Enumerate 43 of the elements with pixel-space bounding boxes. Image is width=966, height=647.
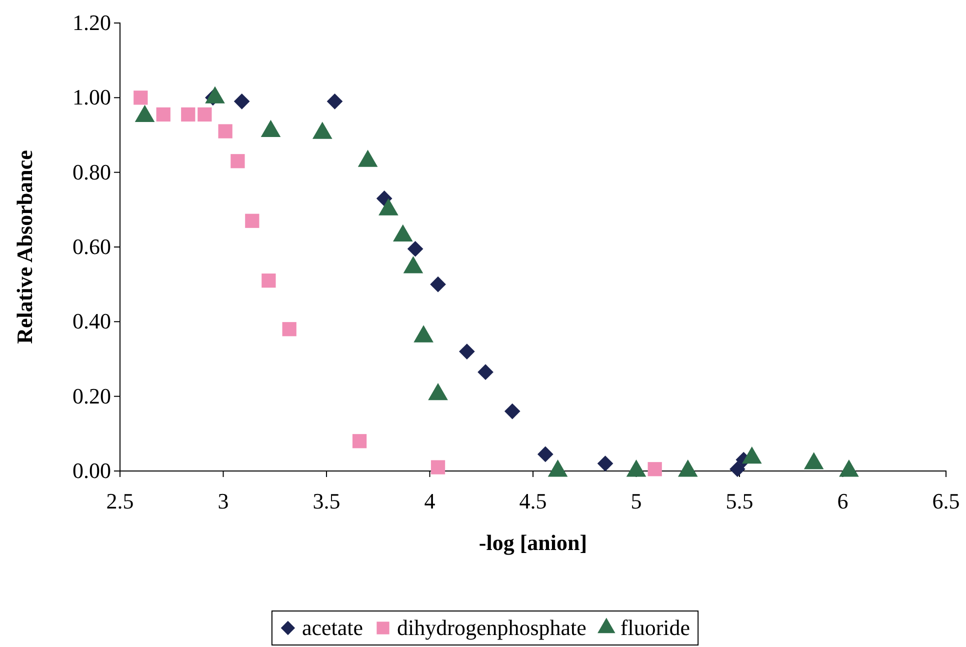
x-tick-label: 5.5 xyxy=(726,488,754,514)
x-axis-title: -log [anion] xyxy=(478,530,588,555)
point xyxy=(537,446,554,462)
point xyxy=(459,344,475,360)
x-tick-label: 4.5 xyxy=(519,488,547,514)
point xyxy=(282,322,296,336)
point xyxy=(430,276,446,292)
point xyxy=(234,93,250,110)
y-tick-label: 0.00 xyxy=(72,458,111,484)
x-tick-label: 2.5 xyxy=(106,488,134,514)
point xyxy=(198,107,212,122)
x-tick-label: 6.5 xyxy=(932,488,960,514)
point xyxy=(262,274,276,288)
y-tick-label: 1.00 xyxy=(72,84,111,110)
y-tick-label: 0.80 xyxy=(72,159,111,184)
point xyxy=(478,364,494,380)
legend-label: fluoride xyxy=(620,615,690,640)
y-tick-label: 0.40 xyxy=(72,308,111,334)
y-tick-label: 0.20 xyxy=(72,383,111,408)
x-tick-label: 3.5 xyxy=(312,488,340,514)
point xyxy=(181,107,196,122)
point xyxy=(245,214,260,228)
legend-label: dihydrogenphosphate xyxy=(397,615,586,640)
point xyxy=(504,403,520,420)
point xyxy=(134,90,148,105)
point xyxy=(430,460,446,474)
x-tick-label: 3 xyxy=(218,488,229,514)
x-tick-label: 4 xyxy=(424,488,436,514)
y-axis-title: Relative Absorbance xyxy=(12,150,37,344)
y-tick-label: 1.20 xyxy=(72,10,111,36)
point xyxy=(352,434,367,448)
point xyxy=(648,462,662,476)
point xyxy=(230,154,245,168)
point xyxy=(407,240,424,257)
point xyxy=(597,456,614,472)
point xyxy=(218,124,232,138)
x-tick-label: 5 xyxy=(630,488,642,514)
point xyxy=(156,107,170,122)
point xyxy=(730,461,746,478)
point xyxy=(326,93,343,110)
x-tick-label: 6 xyxy=(837,488,848,514)
legend-label: acetate xyxy=(302,615,363,640)
y-tick-label: 0.60 xyxy=(72,234,111,260)
